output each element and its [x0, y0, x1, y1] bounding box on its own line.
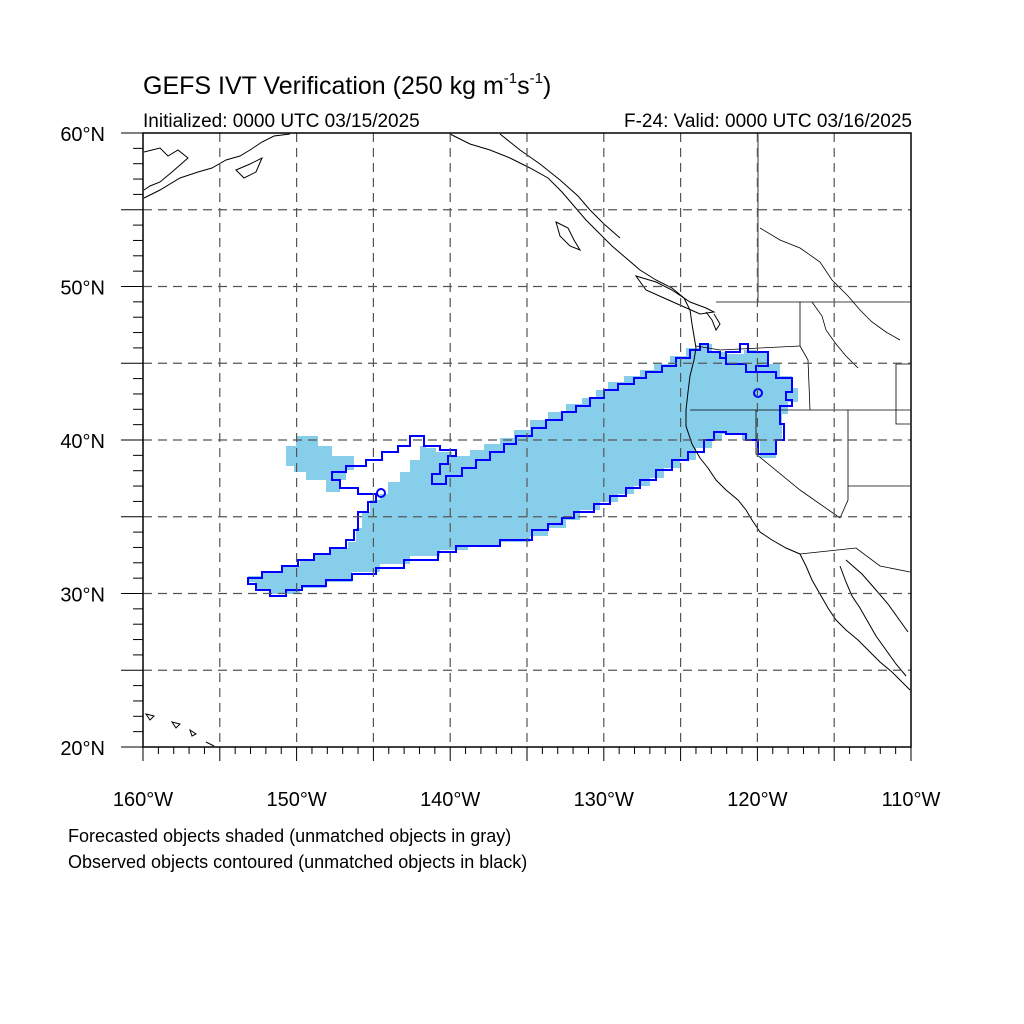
initialized-time: Initialized: 0000 UTC 03/15/2025	[143, 111, 420, 132]
map-title: GEFS IVT Verification (250 kg m-1s-1)	[143, 70, 552, 100]
axis-ticks	[121, 132, 912, 761]
nevada-utah-border	[839, 410, 849, 519]
forecast-objects	[248, 344, 798, 594]
observed-object-inner-notch	[725, 358, 757, 373]
footer-observed-note: Observed objects contoured (unmatched ob…	[68, 852, 528, 872]
lake-lines	[759, 227, 901, 341]
wyoming-border	[895, 363, 910, 425]
lon-label: 120°W	[727, 789, 787, 811]
baja-coast	[799, 553, 911, 691]
lon-label: 110°W	[882, 789, 941, 811]
mexico-mainland-coast	[845, 559, 909, 633]
us-west-coast	[685, 347, 801, 555]
gulf-of-alaska-coast	[449, 133, 697, 349]
lat-lon-grid	[143, 133, 911, 747]
observed-object-ring-2	[376, 488, 386, 498]
alaska-panhandle	[499, 133, 621, 239]
us-mexico-border	[799, 547, 911, 573]
lat-label: 30°N	[60, 585, 105, 607]
observed-object-contour	[247, 343, 793, 597]
coastlines	[143, 133, 911, 747]
lon-label: 140°W	[420, 789, 480, 811]
political-borders	[690, 134, 911, 573]
lat-label: 40°N	[60, 431, 105, 453]
valid-time: F-24: Valid: 0000 UTC 03/16/2025	[624, 111, 912, 132]
puget-sound	[705, 311, 721, 332]
vancouver-island	[634, 275, 716, 315]
hawaii-islands	[144, 713, 215, 747]
lon-label: 150°W	[266, 789, 326, 811]
footer-forecast-note: Forecasted objects shaded (unmatched obj…	[68, 826, 512, 846]
alaska-coast	[143, 147, 189, 191]
lat-label: 50°N	[60, 278, 105, 300]
california-nevada-border	[755, 410, 841, 519]
baja-east-coast	[839, 565, 907, 677]
forecast-object-main	[248, 344, 798, 594]
idaho-montana-border	[799, 302, 811, 411]
forecast-object-lobe	[286, 436, 354, 492]
alaska-inner-coast	[143, 133, 291, 199]
axis-labels: 60°N 50°N 40°N 30°N 20°N 160°W 150°W 140°W 130°W…	[60, 124, 940, 811]
river-lines	[811, 301, 859, 369]
lon-label: 160°W	[113, 789, 173, 811]
lat-label: 60°N	[60, 124, 105, 146]
washington-oregon-border	[695, 345, 801, 351]
lat-label: 20°N	[60, 738, 105, 760]
kodiak-coast	[235, 156, 263, 179]
lon-label: 130°W	[574, 789, 634, 811]
bc-islands	[555, 221, 582, 252]
